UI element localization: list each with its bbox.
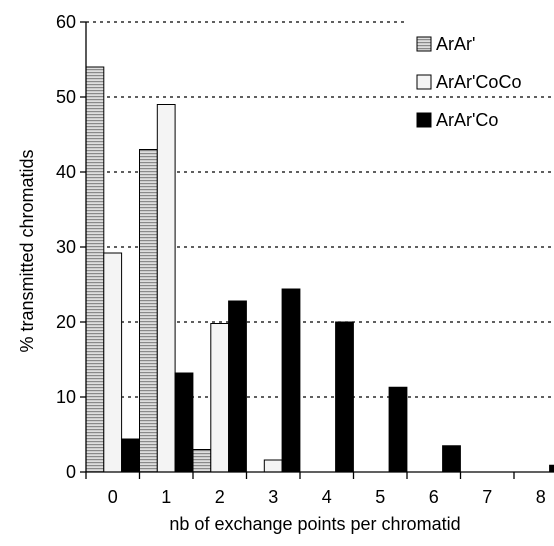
bar-3-cat-6 <box>442 445 461 473</box>
x-tick-label: 3 <box>268 487 278 507</box>
y-tick-labels: 0 10 20 30 40 50 60 <box>56 12 76 482</box>
legend-swatch <box>416 36 432 52</box>
bar-3-cat-0 <box>121 438 140 473</box>
axes <box>80 21 554 479</box>
bar-1-cat-1 <box>139 149 158 473</box>
bar-2-cat-1 <box>156 104 176 473</box>
legend: ArAr' ArAr'CoCo ArAr'Co <box>416 34 521 130</box>
x-tick-label: 4 <box>322 487 332 507</box>
legend-swatch <box>416 74 432 90</box>
x-tick-label: 5 <box>375 487 385 507</box>
legend-label: ArAr'CoCo <box>436 72 521 92</box>
legend-label: ArAr'Co <box>436 110 498 130</box>
y-tick-label: 50 <box>56 87 76 107</box>
bar-3-cat-1 <box>174 372 194 473</box>
y-axis-title: % transmitted chromatids <box>17 149 37 352</box>
y-tick-label: 0 <box>66 462 76 482</box>
bar-2-cat-2 <box>210 323 230 473</box>
bars <box>85 66 554 473</box>
bar-2-cat-3 <box>263 459 283 473</box>
y-tick-label: 30 <box>56 237 76 257</box>
y-tick-label: 40 <box>56 162 76 182</box>
bar-3-cat-5 <box>388 386 408 473</box>
x-tick-label: 7 <box>482 487 492 507</box>
bar-3-cat-3 <box>281 288 301 473</box>
x-tick-labels: 0 1 2 3 4 5 6 7 8 <box>108 487 546 507</box>
bar-1-cat-2 <box>192 449 212 473</box>
x-tick-label: 6 <box>429 487 439 507</box>
bar-3-cat-8 <box>549 464 554 473</box>
y-tick-label: 10 <box>56 387 76 407</box>
x-axis-title: nb of exchange points per chromatid <box>169 514 460 534</box>
x-tick-label: 0 <box>108 487 118 507</box>
bar-2-cat-0 <box>103 252 123 473</box>
x-tick-label: 1 <box>161 487 171 507</box>
y-tick-label: 20 <box>56 312 76 332</box>
y-tick-label: 60 <box>56 12 76 32</box>
bar-3-cat-4 <box>335 321 354 473</box>
x-tick-label: 2 <box>215 487 225 507</box>
bar-3-cat-2 <box>228 300 247 473</box>
legend-swatch <box>416 112 432 128</box>
x-tick-label: 8 <box>536 487 546 507</box>
bar-1-cat-0 <box>85 66 105 473</box>
legend-label: ArAr' <box>436 34 475 54</box>
